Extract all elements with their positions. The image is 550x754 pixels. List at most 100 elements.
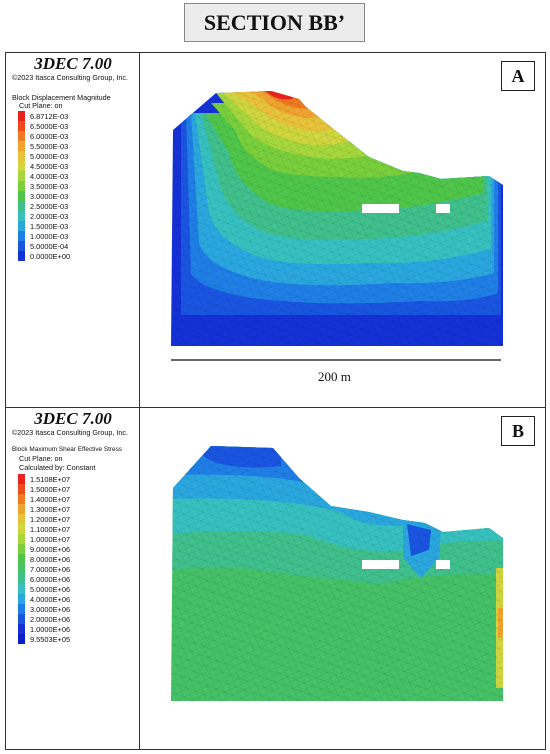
shear-stress-plot: B xyxy=(141,408,545,749)
panel-b: 3DEC 7.00 ©2023 Itasca Consulting Group,… xyxy=(5,407,546,750)
legend-entry: 5.0000E-03 xyxy=(18,151,68,161)
legend-swatch xyxy=(18,564,25,574)
software-title: 3DEC 7.00 xyxy=(34,54,112,73)
legend-swatch xyxy=(18,221,25,231)
legend-label: 3.5000E-03 xyxy=(30,181,69,191)
legend-label: 1.5108E+07 xyxy=(30,474,71,484)
legend-swatch xyxy=(18,514,25,524)
legend-entry: 8.0000E+06 xyxy=(18,554,70,564)
legend-swatch xyxy=(18,504,25,514)
panel-letter: A xyxy=(501,61,535,91)
legend-swatch xyxy=(18,474,25,484)
excavation-left xyxy=(362,204,399,213)
legend-swatch xyxy=(18,494,25,504)
legend-entry: 4.0000E+06 xyxy=(18,594,70,604)
legend-label: 6.0000E-03 xyxy=(30,131,69,141)
legend-label: 6.0000E+06 xyxy=(30,574,71,584)
legend-entry: 1.0000E+07 xyxy=(18,534,70,544)
legend-swatch xyxy=(18,171,25,181)
copyright: ©2023 Itasca Consulting Group, Inc. xyxy=(12,428,128,437)
legend-entry: 6.0000E+06 xyxy=(18,574,70,584)
legend-swatch xyxy=(18,181,25,191)
legend-label: 3.0000E+06 xyxy=(30,604,71,614)
scale-label: 200 m xyxy=(318,369,351,384)
legend-swatch xyxy=(18,594,25,604)
legend-label: 1.5000E+07 xyxy=(30,484,71,494)
legend-label: 6.5000E-03 xyxy=(30,121,69,131)
legend-label: 1.4000E+07 xyxy=(30,494,71,504)
legend-swatch xyxy=(18,624,25,634)
legend-swatch xyxy=(18,544,25,554)
panel-letter: B xyxy=(501,416,535,446)
legend-subtitle: Cut Plane: on xyxy=(19,101,63,110)
section-title: SECTION BB’ xyxy=(184,3,365,42)
legend-swatch xyxy=(18,251,25,261)
legend-label: 4.0000E+06 xyxy=(30,594,71,604)
legend-entry: 5.0000E-04 xyxy=(18,241,68,251)
legend-panel: 3DEC 7.00 ©2023 Itasca Consulting Group,… xyxy=(6,53,140,407)
legend-entry: 0.0000E+00 xyxy=(18,251,70,261)
legend-entry: 1.5000E+07 xyxy=(18,484,70,494)
legend-swatch xyxy=(18,151,25,161)
legend-label: 9.5503E+05 xyxy=(30,634,71,644)
legend-label: 4.0000E-03 xyxy=(30,171,69,181)
legend-title: Block Displacement Magnitude xyxy=(12,93,111,102)
copyright: ©2023 Itasca Consulting Group, Inc. xyxy=(12,73,128,82)
displacement-plot: A xyxy=(141,53,545,407)
legend-entry: 9.0000E+06 xyxy=(18,544,70,554)
legend-entry: 3.0000E-03 xyxy=(18,191,68,201)
legend-entry: 2.0000E-03 xyxy=(18,211,68,221)
legend-label: 5.5000E-03 xyxy=(30,141,69,151)
legend-subtitle: Cut Plane: on xyxy=(19,454,63,463)
legend-panel: 3DEC 7.00 ©2023 Itasca Consulting Group,… xyxy=(6,408,140,749)
legend-label: 7.0000E+06 xyxy=(30,564,71,574)
legend-swatch xyxy=(18,604,25,614)
legend-entry: 1.4000E+07 xyxy=(18,494,70,504)
legend-entry: 9.5503E+05 xyxy=(18,634,70,644)
legend-label: 5.0000E-04 xyxy=(30,241,69,251)
legend-label: 1.0000E+07 xyxy=(30,534,71,544)
legend-label: 1.5000E-03 xyxy=(30,221,69,231)
legend-label: 1.2000E+07 xyxy=(30,514,71,524)
legend-swatch xyxy=(18,241,25,251)
legend-swatch xyxy=(18,231,25,241)
legend-label: 1.0000E-03 xyxy=(30,231,69,241)
legend-swatch xyxy=(18,574,25,584)
legend-swatch xyxy=(18,634,25,644)
panel-a: 3DEC 7.00 ©2023 Itasca Consulting Group,… xyxy=(5,52,546,408)
legend-label: 2.0000E-03 xyxy=(30,211,69,221)
legend-swatch xyxy=(18,111,25,121)
legend-subtitle: Calculated by: Constant xyxy=(19,463,96,472)
legend-entry: 3.0000E+06 xyxy=(18,604,70,614)
legend-entry: 5.5000E-03 xyxy=(18,141,68,151)
legend-entry: 5.0000E+06 xyxy=(18,584,70,594)
legend-label: 5.0000E+06 xyxy=(30,584,71,594)
legend-entry: 6.8712E-03 xyxy=(18,111,68,121)
legend-swatch xyxy=(18,141,25,151)
legend-label: 0.0000E+00 xyxy=(30,251,71,261)
legend-entry: 1.0000E+06 xyxy=(18,624,70,634)
legend-entry: 1.1000E+07 xyxy=(18,524,70,534)
legend-entry: 1.3000E+07 xyxy=(18,504,70,514)
legend-entry: 1.5108E+07 xyxy=(18,474,70,484)
legend-swatch xyxy=(18,191,25,201)
legend-entry: 2.5000E-03 xyxy=(18,201,68,211)
excavation-left xyxy=(362,560,399,569)
legend-entry: 2.0000E+06 xyxy=(18,614,70,624)
legend-swatch xyxy=(18,121,25,131)
legend-swatch xyxy=(18,554,25,564)
legend-entry: 1.5000E-03 xyxy=(18,221,68,231)
legend-entry: 6.5000E-03 xyxy=(18,121,68,131)
legend-swatch xyxy=(18,161,25,171)
legend-label: 2.0000E+06 xyxy=(30,614,71,624)
legend-label: 1.3000E+07 xyxy=(30,504,71,514)
legend-label: 2.5000E-03 xyxy=(30,201,69,211)
excavation-right xyxy=(436,204,450,213)
excavation-right xyxy=(436,560,450,569)
legend-label: 1.0000E+06 xyxy=(30,624,71,634)
software-title: 3DEC 7.00 xyxy=(34,409,112,428)
legend-swatch xyxy=(18,211,25,221)
legend-label: 6.8712E-03 xyxy=(30,111,69,121)
legend-label: 5.0000E-03 xyxy=(30,151,69,161)
legend-entry: 1.0000E-03 xyxy=(18,231,68,241)
